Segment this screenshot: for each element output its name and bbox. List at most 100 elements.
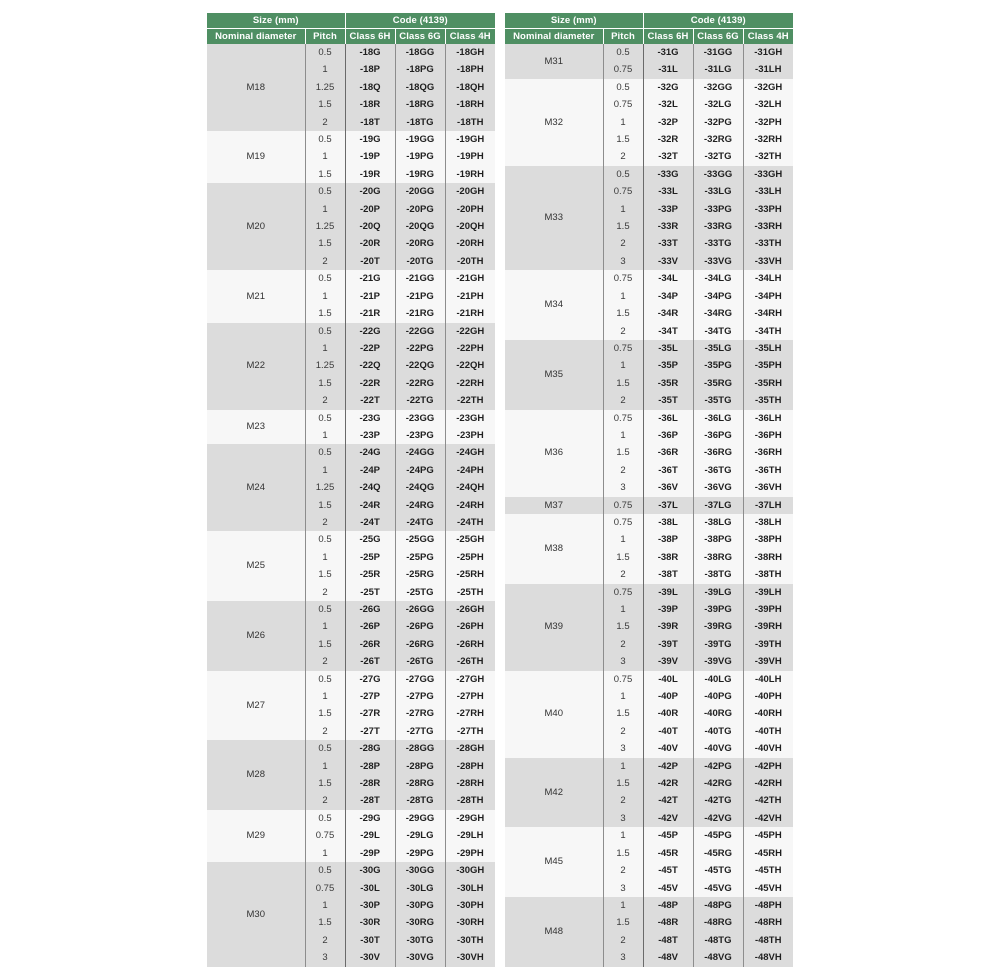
cell-nominal-diameter: M38 — [505, 513, 603, 584]
cell-class-4h: -20RH — [444, 235, 495, 253]
cell-pitch: 1.5 — [602, 914, 643, 932]
table-row: M30 0.5 -30G -30GG -30GH — [207, 862, 495, 967]
cell-class-4h: -33PH — [742, 200, 793, 219]
cell-pitch: 0.5 — [304, 740, 345, 758]
cell-pitch: 0.75 — [602, 61, 643, 79]
cell-class-6g: -21PG — [394, 287, 445, 306]
cell-nominal-diameter: M26 — [207, 601, 305, 671]
cell-class-4h: -19GH — [444, 131, 495, 149]
cell-nominal-diameter: M27 — [207, 670, 305, 741]
cell-class-6h: -25R — [344, 566, 395, 584]
cell-class-4h: -39VH — [742, 653, 793, 671]
cell-class-4h: -40RH — [742, 705, 793, 723]
cell-class-6g: -38PG — [692, 531, 743, 549]
cell-class-6g: -38RG — [692, 548, 743, 567]
cell-class-6h: -30G — [344, 862, 395, 880]
cell-class-6g: -32TG — [692, 148, 743, 166]
cell-pitch: 2 — [602, 148, 643, 166]
cell-nominal-diameter: M28 — [207, 740, 305, 810]
cell-nominal-diameter: M35 — [505, 339, 603, 410]
header-group-code: Code (4139) — [345, 13, 495, 29]
table-row: M31 0.5 -31G -31GG -31GH — [505, 44, 793, 79]
table-row: 3 -39V -39VG -39VH — [505, 653, 793, 671]
cell-class-4h: -45PH — [742, 827, 793, 845]
table-row: 0.75 -33L -33LG -33LH — [505, 183, 793, 201]
cell-nominal-diameter: M18 — [207, 44, 305, 132]
cell-pitch: 2 — [602, 566, 643, 584]
cell-class-4h: -24QH — [444, 479, 495, 497]
cell-class-4h: -29GH — [444, 809, 495, 828]
cell-class-6g: -22PG — [394, 339, 445, 358]
cell-class-4h: -33LH — [742, 183, 793, 201]
cell-class-4h: -37LH — [742, 496, 793, 514]
header-group-row: Size (mm) Code (4139) — [207, 13, 495, 29]
cell-class-4h: -42PH — [742, 757, 793, 776]
cell-class-6h: -32R — [642, 131, 693, 149]
table-row: M40 0.75 -40L -40LG -40LH — [505, 670, 793, 758]
header-group-code: Code (4139) — [643, 13, 793, 29]
cell-class-6g: -19RG — [394, 165, 445, 184]
cell-class-4h: -33RH — [742, 218, 793, 236]
cell-class-6h: -34T — [642, 322, 693, 340]
cell-pitch: 2 — [602, 931, 643, 950]
cell-class-4h: -36PH — [742, 426, 793, 445]
cell-class-4h: -22GH — [444, 322, 495, 340]
cell-class-6g: -40RG — [692, 705, 743, 723]
cell-pitch: 1.5 — [602, 374, 643, 393]
cell-pitch: 1.5 — [602, 218, 643, 236]
table-row: 1.5 -32R -32RG -32RH — [505, 131, 793, 149]
cell-class-6g: -34RG — [692, 305, 743, 323]
cell-nominal-diameter: M25 — [207, 531, 305, 601]
cell-class-4h: -34PH — [742, 287, 793, 306]
cell-pitch: 0.5 — [304, 183, 345, 201]
cell-class-4h: -22PH — [444, 339, 495, 358]
table-row: M21 0.5 -21G -21GG -21GH — [207, 270, 495, 323]
cell-class-6h: -40P — [642, 688, 693, 706]
cell-class-4h: -25TH — [444, 583, 495, 601]
cell-class-6g: -29GG — [394, 809, 445, 828]
cell-class-6h: -33G — [642, 165, 693, 184]
cell-class-6g: -32RG — [692, 131, 743, 149]
cell-class-6g: -31GG — [692, 44, 743, 62]
cell-pitch: 1 — [304, 844, 345, 863]
cell-class-6h: -28P — [344, 757, 395, 776]
header-pitch: Pitch — [603, 28, 644, 44]
table-row: 2 -35T -35TG -35TH — [505, 392, 793, 410]
cell-class-6h: -20T — [344, 252, 395, 271]
cell-class-6g: -39PG — [692, 601, 743, 619]
cell-class-6h: -23P — [344, 426, 395, 445]
cell-class-6h: -34P — [642, 287, 693, 306]
cell-class-4h: -39RH — [742, 618, 793, 636]
cell-class-4h: -31LH — [742, 61, 793, 79]
cell-pitch: 1 — [304, 688, 345, 706]
cell-pitch: 1 — [304, 287, 345, 306]
cell-class-6h: -29L — [344, 827, 395, 845]
table-header-left: Size (mm) Code (4139) Nominal diameter P… — [207, 13, 495, 44]
cell-class-6h: -39T — [642, 635, 693, 654]
header-class-4h: Class 4H — [743, 28, 793, 44]
page-root: Size (mm) Code (4139) Nominal diameter P… — [207, 13, 793, 967]
cell-class-6h: -48T — [642, 931, 693, 950]
cell-class-6h: -29P — [344, 844, 395, 863]
cell-class-6g: -24QG — [394, 479, 445, 497]
cell-class-4h: -34TH — [742, 322, 793, 340]
cell-pitch: 1.5 — [304, 775, 345, 793]
cell-class-6g: -30LG — [394, 879, 445, 897]
cell-pitch: 2 — [304, 252, 345, 271]
table-row: 2 -32T -32TG -32TH — [505, 148, 793, 166]
cell-class-6g: -30TG — [394, 931, 445, 950]
cell-class-6h: -37L — [642, 496, 693, 514]
cell-class-6g: -21RG — [394, 305, 445, 323]
table-row: 1.5 -26R -26RG -26RH — [207, 635, 495, 654]
cell-pitch: 1 — [304, 426, 345, 445]
cell-class-6g: -35LG — [692, 339, 743, 358]
cell-pitch: 0.5 — [304, 409, 345, 427]
table-row: 2 -22T -22TG -22TH — [207, 392, 495, 410]
cell-pitch: 3 — [602, 653, 643, 671]
cell-class-4h: -33TH — [742, 235, 793, 253]
cell-class-6h: -30L — [344, 879, 395, 897]
table-row: M19 0.5 -19G -19GG -19GH — [207, 131, 495, 184]
cell-class-4h: -19RH — [444, 165, 495, 184]
header-nominal-diameter: Nominal diameter — [505, 28, 604, 44]
thread-code-table-left: Size (mm) Code (4139) Nominal diameter P… — [207, 13, 495, 967]
